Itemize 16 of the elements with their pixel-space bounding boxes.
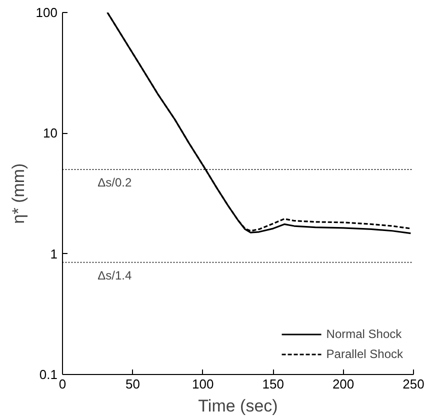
- x-tick-label: 50: [125, 376, 140, 392]
- x-tick-label: 100: [192, 376, 214, 392]
- x-tick-label: 250: [402, 376, 424, 392]
- y-tick-label: 100: [36, 5, 58, 20]
- x-tick-label: 200: [332, 376, 354, 392]
- x-tick-label: 0: [58, 376, 66, 392]
- y-tick-label: 10: [43, 126, 58, 141]
- y-tick-label: 1: [50, 246, 58, 262]
- legend-label: Parallel Shock: [326, 347, 403, 361]
- ref-line-label: Δs/0.2: [98, 175, 132, 190]
- legend-label: Normal Shock: [326, 327, 402, 341]
- ref-line-label: Δs/1.4: [98, 268, 132, 282]
- x-axis-title: Time (sec): [198, 396, 278, 416]
- y-tick-label: 0.1: [39, 367, 58, 382]
- y-axis-title: η* (mm): [8, 163, 28, 224]
- x-tick-label: 150: [262, 376, 284, 392]
